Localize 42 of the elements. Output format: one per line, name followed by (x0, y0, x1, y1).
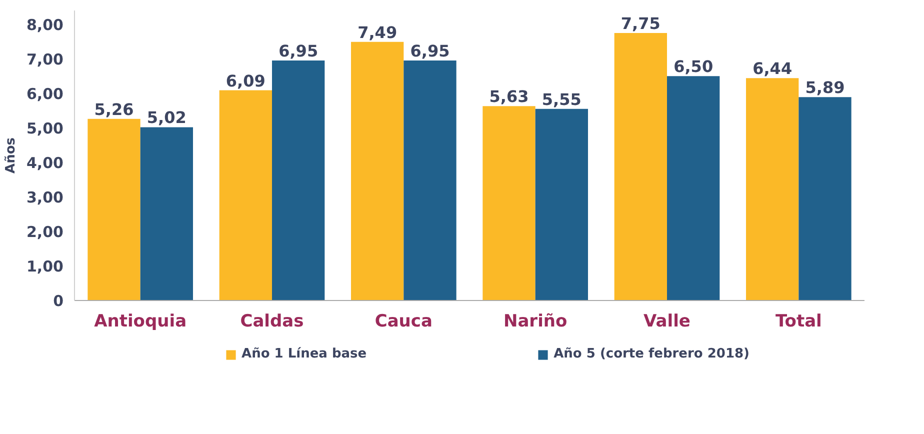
bar (614, 32, 667, 300)
bar (140, 127, 193, 300)
y-tick-label: 1,00 (26, 257, 64, 276)
bar (667, 76, 720, 300)
bar (798, 97, 852, 300)
bar (351, 42, 404, 300)
data-label: 7,75 (620, 14, 660, 33)
x-tick-label: Antioquia (94, 312, 187, 332)
bar (272, 60, 325, 300)
bar (746, 78, 799, 300)
bar (219, 90, 272, 300)
data-label: 5,63 (489, 87, 529, 106)
x-tick-label: Total (775, 312, 822, 332)
y-tick-label: 7,00 (26, 50, 64, 68)
y-tick-label: 2,00 (26, 222, 64, 241)
data-label: 5,26 (94, 100, 134, 119)
bar (482, 106, 536, 300)
legend-label: Año 1 Línea base (242, 346, 367, 362)
y-tick-label: 4,00 (26, 154, 64, 172)
y-tick-label: 5,00 (26, 119, 64, 138)
y-tick-label: 8,00 (26, 16, 64, 34)
data-label: 5,55 (542, 90, 582, 109)
data-label: 5,02 (146, 108, 186, 128)
bar (535, 108, 588, 300)
x-tick-label: Valle (644, 312, 690, 332)
x-tick-label: Caldas (240, 312, 304, 332)
x-tick-label: Nariño (503, 312, 568, 332)
data-label: 6,95 (410, 42, 450, 61)
bar (88, 118, 140, 300)
y-tick-label: 6,00 (26, 84, 64, 103)
data-label: 6,50 (674, 57, 714, 76)
y-axis-title: Años (3, 137, 18, 174)
data-label: 5,89 (805, 78, 845, 98)
x-tick-label: Cauca (374, 312, 432, 332)
y-tick-label: 3,00 (26, 188, 64, 206)
data-label: 7,49 (358, 22, 398, 42)
y-tick-label: 0 (53, 292, 64, 310)
data-label: 6,95 (278, 42, 318, 61)
data-label: 6,44 (752, 59, 792, 78)
data-label: 6,09 (226, 71, 266, 90)
bar (404, 60, 456, 300)
legend-label: Año 5 (corte febrero 2018) (554, 346, 750, 362)
